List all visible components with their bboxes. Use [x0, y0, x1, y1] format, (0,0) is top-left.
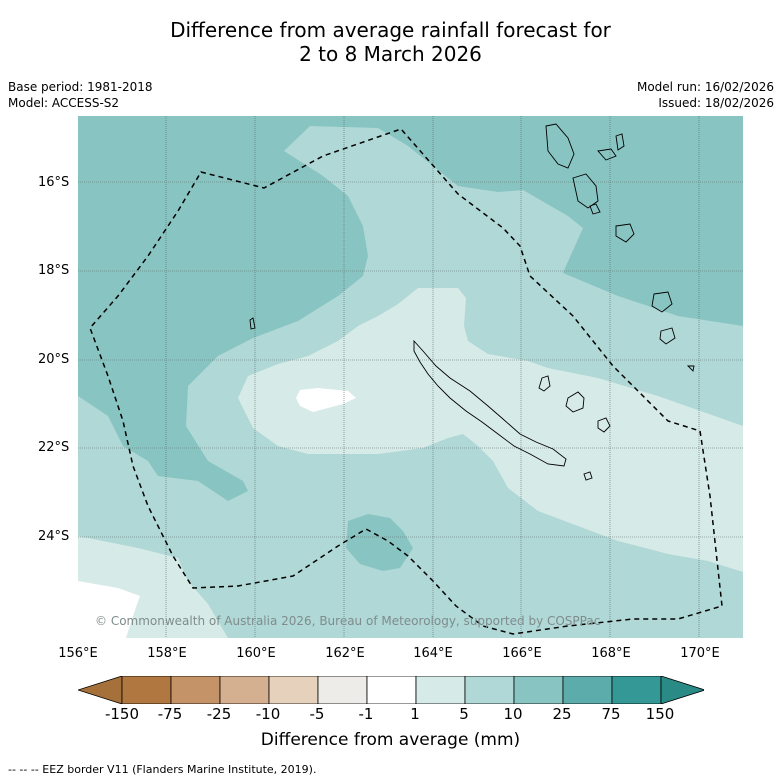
eez-legend-note: -- -- -- EEZ border V11 (Flanders Marine… — [8, 763, 317, 776]
ouvea — [538, 375, 551, 392]
copyright-text: © Commonwealth of Australia 2026, Bureau… — [95, 614, 601, 628]
lon-label-168e: 168°E — [591, 646, 631, 661]
lat-label-20s: 20°S — [38, 352, 70, 367]
cb-tick-11: 150 — [645, 705, 675, 723]
vanuatu-espiritu — [545, 123, 575, 169]
cb-tick-3: -10 — [255, 705, 281, 723]
colorbar-segment — [415, 675, 466, 705]
eez-border — [89, 128, 723, 635]
map-title: Difference from average rainfall forecas… — [0, 18, 781, 66]
cb-tick-5: -1 — [358, 705, 374, 723]
vanuatu-north-islands — [589, 133, 625, 215]
vanuatu-tanna — [659, 327, 676, 345]
vanuatu-malekula — [572, 173, 599, 209]
island-small-1 — [249, 317, 256, 330]
lat-label-16s: 16°S — [38, 175, 70, 190]
lat-label-22s: 22°S — [38, 440, 70, 455]
cb-tick-4: -5 — [309, 705, 325, 723]
cb-tick-7: 5 — [459, 705, 469, 723]
title-line-2: 2 to 8 March 2026 — [299, 42, 482, 66]
title-line-1: Difference from average rainfall forecas… — [170, 18, 611, 42]
lon-label-164e: 164°E — [413, 646, 453, 661]
zone-1-5 — [238, 288, 743, 572]
lon-label-160e: 160°E — [236, 646, 276, 661]
lon-label-166e: 166°E — [502, 646, 542, 661]
colorbar-segment — [268, 675, 319, 705]
colorbar-extend-high — [660, 675, 707, 705]
cb-tick-0: -150 — [104, 705, 140, 723]
cb-tick-8: 10 — [503, 705, 523, 723]
zone-10-25-patch — [346, 514, 413, 571]
colorbar-segment — [611, 675, 662, 705]
meta-right: Model run: 16/02/2026 Issued: 18/02/2026 — [637, 79, 774, 111]
cb-tick-6: 1 — [410, 705, 420, 723]
meta-left: Base period: 1981-2018 Model: ACCESS-S2 — [8, 79, 153, 111]
lon-label-170e: 170°E — [680, 646, 720, 661]
colorbar-title: Difference from average (mm) — [260, 730, 521, 750]
colorbar-svg — [76, 675, 707, 705]
cb-tick-2: -25 — [206, 705, 232, 723]
map-canvas — [78, 116, 743, 638]
vanuatu-efate — [615, 223, 635, 243]
lon-label-156e: 156°E — [58, 646, 98, 661]
colorbar-segment — [317, 675, 368, 705]
cb-tick-10: 75 — [601, 705, 621, 723]
mare — [597, 417, 611, 433]
lat-label-18s: 18°S — [38, 263, 70, 278]
island-small-2 — [686, 365, 695, 372]
colorbar-segment — [121, 675, 172, 705]
issued-date: Issued: 18/02/2026 — [658, 96, 774, 110]
rainfall-map — [78, 116, 743, 638]
cb-tick-1: -75 — [157, 705, 183, 723]
vanuatu-erromango — [651, 291, 673, 313]
zone-neutral-b — [78, 581, 140, 638]
colorbar — [76, 675, 707, 708]
model-name: Model: ACCESS-S2 — [8, 96, 120, 110]
colorbar-segment — [464, 675, 515, 705]
colorbar-segment — [513, 675, 564, 705]
base-period: Base period: 1981-2018 — [8, 80, 153, 94]
zone-neutral-a — [296, 388, 356, 412]
colorbar-extend-low — [76, 675, 123, 705]
cb-tick-9: 25 — [552, 705, 572, 723]
model-run: Model run: 16/02/2026 — [636, 80, 774, 94]
lon-label-162e: 162°E — [325, 646, 365, 661]
coastlines — [249, 123, 695, 481]
lat-label-24s: 24°S — [38, 529, 70, 544]
colorbar-segment — [366, 675, 417, 705]
colorbar-segment — [562, 675, 613, 705]
lifou — [565, 391, 585, 413]
isle-of-pines — [583, 471, 593, 481]
colorbar-segment — [170, 675, 221, 705]
graticule — [78, 116, 743, 638]
colorbar-segment — [219, 675, 270, 705]
lon-label-158e: 158°E — [147, 646, 187, 661]
new-caledonia — [413, 339, 567, 467]
